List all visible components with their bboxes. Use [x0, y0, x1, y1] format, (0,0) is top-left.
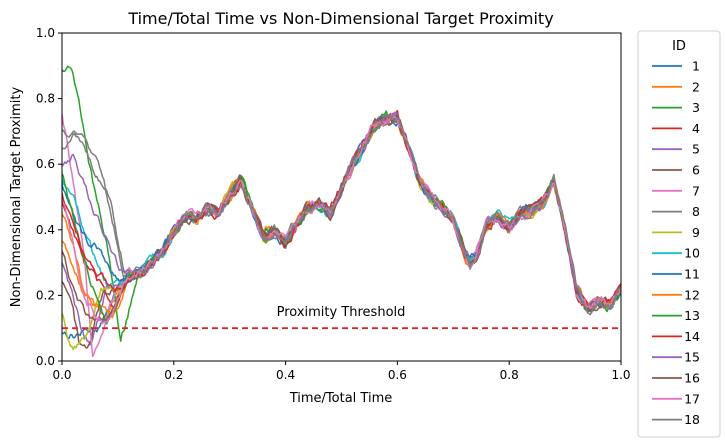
x-tick-label-0.2: 0.2	[164, 368, 183, 382]
x-tick-label-0.4: 0.4	[276, 368, 295, 382]
legend-label-10: 10	[684, 246, 700, 261]
x-tick-label-1.0: 1.0	[611, 368, 630, 382]
x-tick-label-0.6: 0.6	[388, 368, 407, 382]
legend-label-6: 6	[692, 163, 700, 178]
series-line-16	[62, 114, 621, 323]
x-tick-label-0.0: 0.0	[52, 368, 71, 382]
y-tick-label-0.8: 0.8	[36, 92, 55, 106]
legend-frame	[637, 30, 721, 438]
legend-label-8: 8	[692, 204, 700, 219]
legend-label-3: 3	[692, 100, 700, 115]
chart-title: Time/Total Time vs Non-Dimensional Targe…	[127, 9, 553, 28]
legend-label-11: 11	[684, 267, 700, 282]
plot-frame	[61, 32, 622, 362]
series-line-10	[62, 113, 621, 313]
y-tick-label-0.2: 0.2	[36, 288, 55, 302]
threshold-label: Proximity Threshold	[277, 305, 406, 320]
legend-label-1: 1	[692, 59, 700, 74]
y-axis-label: Non-Dimensional Target Proximity	[9, 87, 24, 308]
legend-label-15: 15	[684, 350, 700, 365]
legend-label-5: 5	[692, 142, 700, 157]
legend-label-16: 16	[684, 371, 700, 386]
y-tick-label-0.4: 0.4	[36, 223, 55, 237]
series-line-18	[62, 114, 621, 316]
legend-label-18: 18	[684, 412, 700, 427]
series-line-2	[62, 112, 621, 319]
legend-label-2: 2	[692, 79, 700, 94]
legend-label-12: 12	[684, 287, 700, 302]
y-tick-label-0.6: 0.6	[36, 157, 55, 171]
axes: 0.0 0.2 0.4 0.6 0.8 1.0 0.0 0.2 0.4 0.6 0.8 1.0	[36, 26, 631, 382]
series-line-11	[62, 113, 621, 313]
legend-title: ID	[672, 39, 686, 54]
x-axis-label: Time/Total Time	[289, 391, 393, 406]
series-line-14	[62, 115, 621, 311]
series-line-12	[62, 115, 621, 319]
legend-label-14: 14	[684, 329, 700, 344]
plot-area	[62, 65, 621, 358]
legend-label-4: 4	[692, 121, 700, 136]
legend-label-9: 9	[692, 225, 700, 240]
series-line-17	[62, 115, 621, 325]
legend-label-17: 17	[684, 391, 700, 406]
y-tick-label-1.0: 1.0	[36, 26, 55, 40]
x-tick-label-0.8: 0.8	[500, 368, 519, 382]
series-line-13	[62, 115, 621, 325]
legend-label-13: 13	[684, 308, 700, 323]
legend-label-7: 7	[692, 183, 700, 198]
y-tick-label-0.0: 0.0	[36, 354, 55, 368]
